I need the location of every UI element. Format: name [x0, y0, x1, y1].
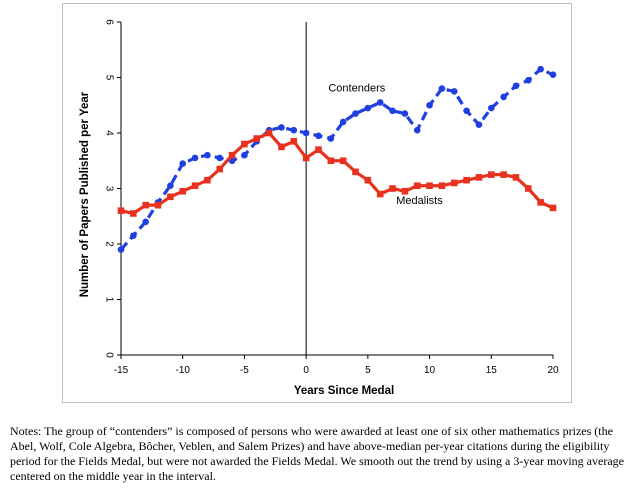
medalists-point: [142, 201, 149, 209]
line-chart: 0 1 2 3 4 5 6 -15 -10 -5 0 5 10 15 20 Years Since Medal…: [79, 19, 559, 397]
medalists-point: [364, 176, 372, 184]
contenders-point: [364, 104, 372, 112]
medalists-point: [512, 174, 520, 181]
contenders-point: [179, 160, 187, 167]
contenders-point: [413, 126, 421, 134]
contenders-point: [117, 246, 125, 253]
medalists-point: [450, 179, 458, 187]
contenders-point: [450, 88, 458, 95]
medalists-point: [290, 138, 298, 145]
medalists-point: [339, 157, 347, 165]
medalists-point: [401, 187, 409, 195]
medalists-point: [463, 176, 470, 184]
series-group: [117, 65, 557, 253]
contenders-point: [426, 101, 433, 109]
contenders-point: [167, 182, 174, 190]
y-tick-label: 6: [103, 19, 114, 25]
contenders-point: [389, 107, 396, 115]
x-tick-label: 5: [365, 365, 371, 376]
x-tick-label: 10: [424, 365, 436, 376]
medalists-point: [413, 182, 421, 190]
contenders-point: [191, 154, 199, 162]
medalists-point: [500, 171, 507, 178]
medalists-point: [352, 168, 359, 176]
medalists-point: [327, 157, 335, 165]
contenders-point: [401, 110, 409, 117]
contenders-point: [487, 104, 495, 112]
medalists-point: [154, 201, 162, 209]
medalists-point: [315, 146, 322, 153]
contenders-point: [475, 121, 483, 128]
contenders-point: [438, 85, 446, 92]
medalists-point: [265, 129, 273, 137]
medalists-point: [179, 187, 187, 195]
x-tick-label: -10: [175, 365, 190, 376]
labels-group: Contenders Medalists: [328, 82, 443, 207]
medalists-point: [117, 207, 125, 214]
axes: 0 1 2 3 4 5 6 -15 -10 -5 0 5 10 15 20 Years Since Medal…: [79, 19, 559, 397]
contenders-point: [525, 76, 532, 84]
medalists-point: [487, 171, 495, 178]
medalists-point: [204, 176, 211, 184]
contenders-point: [327, 135, 335, 142]
medalists-point: [389, 185, 396, 192]
chart-frame: [62, 3, 572, 403]
medalists-label: Medalists: [396, 195, 443, 207]
medalists-point: [228, 151, 236, 159]
y-axis-title: Number of Papers Published per Year: [79, 91, 91, 297]
contenders-point: [549, 71, 557, 79]
medalists-point: [130, 210, 137, 217]
contenders-point: [463, 107, 470, 115]
y-tick-label: 4: [103, 130, 114, 136]
contenders-point: [537, 65, 544, 73]
y-tick-label: 5: [103, 75, 114, 81]
contenders-point: [278, 124, 285, 131]
medalists-point: [191, 182, 199, 190]
contenders-point: [290, 126, 298, 134]
medalists-point: [549, 204, 557, 212]
x-tick-label: 15: [486, 365, 498, 376]
contenders-point: [512, 82, 520, 90]
medalists-point: [253, 135, 261, 142]
contenders-point: [302, 129, 310, 137]
contenders-point: [376, 99, 384, 106]
x-tick-label: 0: [303, 365, 309, 376]
medalists-point: [216, 165, 224, 173]
y-tick-label: 1: [103, 297, 114, 303]
medalists-point: [278, 143, 285, 151]
x-tick-label: -15: [114, 365, 129, 376]
contenders-point: [352, 110, 359, 117]
contenders-point: [241, 151, 248, 159]
contenders-point: [315, 132, 322, 140]
medalists-point: [525, 185, 532, 192]
medalists-point: [426, 182, 433, 190]
contenders-label: Contenders: [328, 82, 385, 94]
chart-notes: Notes: The group of “contenders” is comp…: [10, 424, 624, 483]
contenders-point: [204, 151, 211, 159]
contenders-point: [500, 93, 507, 101]
contenders-point: [339, 118, 347, 126]
x-tick-label: 20: [547, 365, 559, 376]
medalists-point: [302, 154, 310, 162]
medalists-point: [475, 174, 483, 181]
x-tick-label: -5: [240, 365, 249, 376]
medalists-point: [167, 193, 174, 201]
y-tick-label: 0: [103, 352, 114, 358]
contenders-point: [142, 218, 149, 226]
medalists-point: [241, 140, 248, 148]
y-tick-label: 2: [103, 241, 114, 247]
medalists-point: [537, 199, 544, 206]
contenders-point: [216, 154, 224, 162]
contenders-point: [130, 232, 137, 239]
medalists-point: [438, 182, 446, 190]
x-axis-title: Years Since Medal: [294, 385, 394, 397]
medalists-point: [376, 190, 384, 198]
y-tick-label: 3: [103, 186, 114, 192]
